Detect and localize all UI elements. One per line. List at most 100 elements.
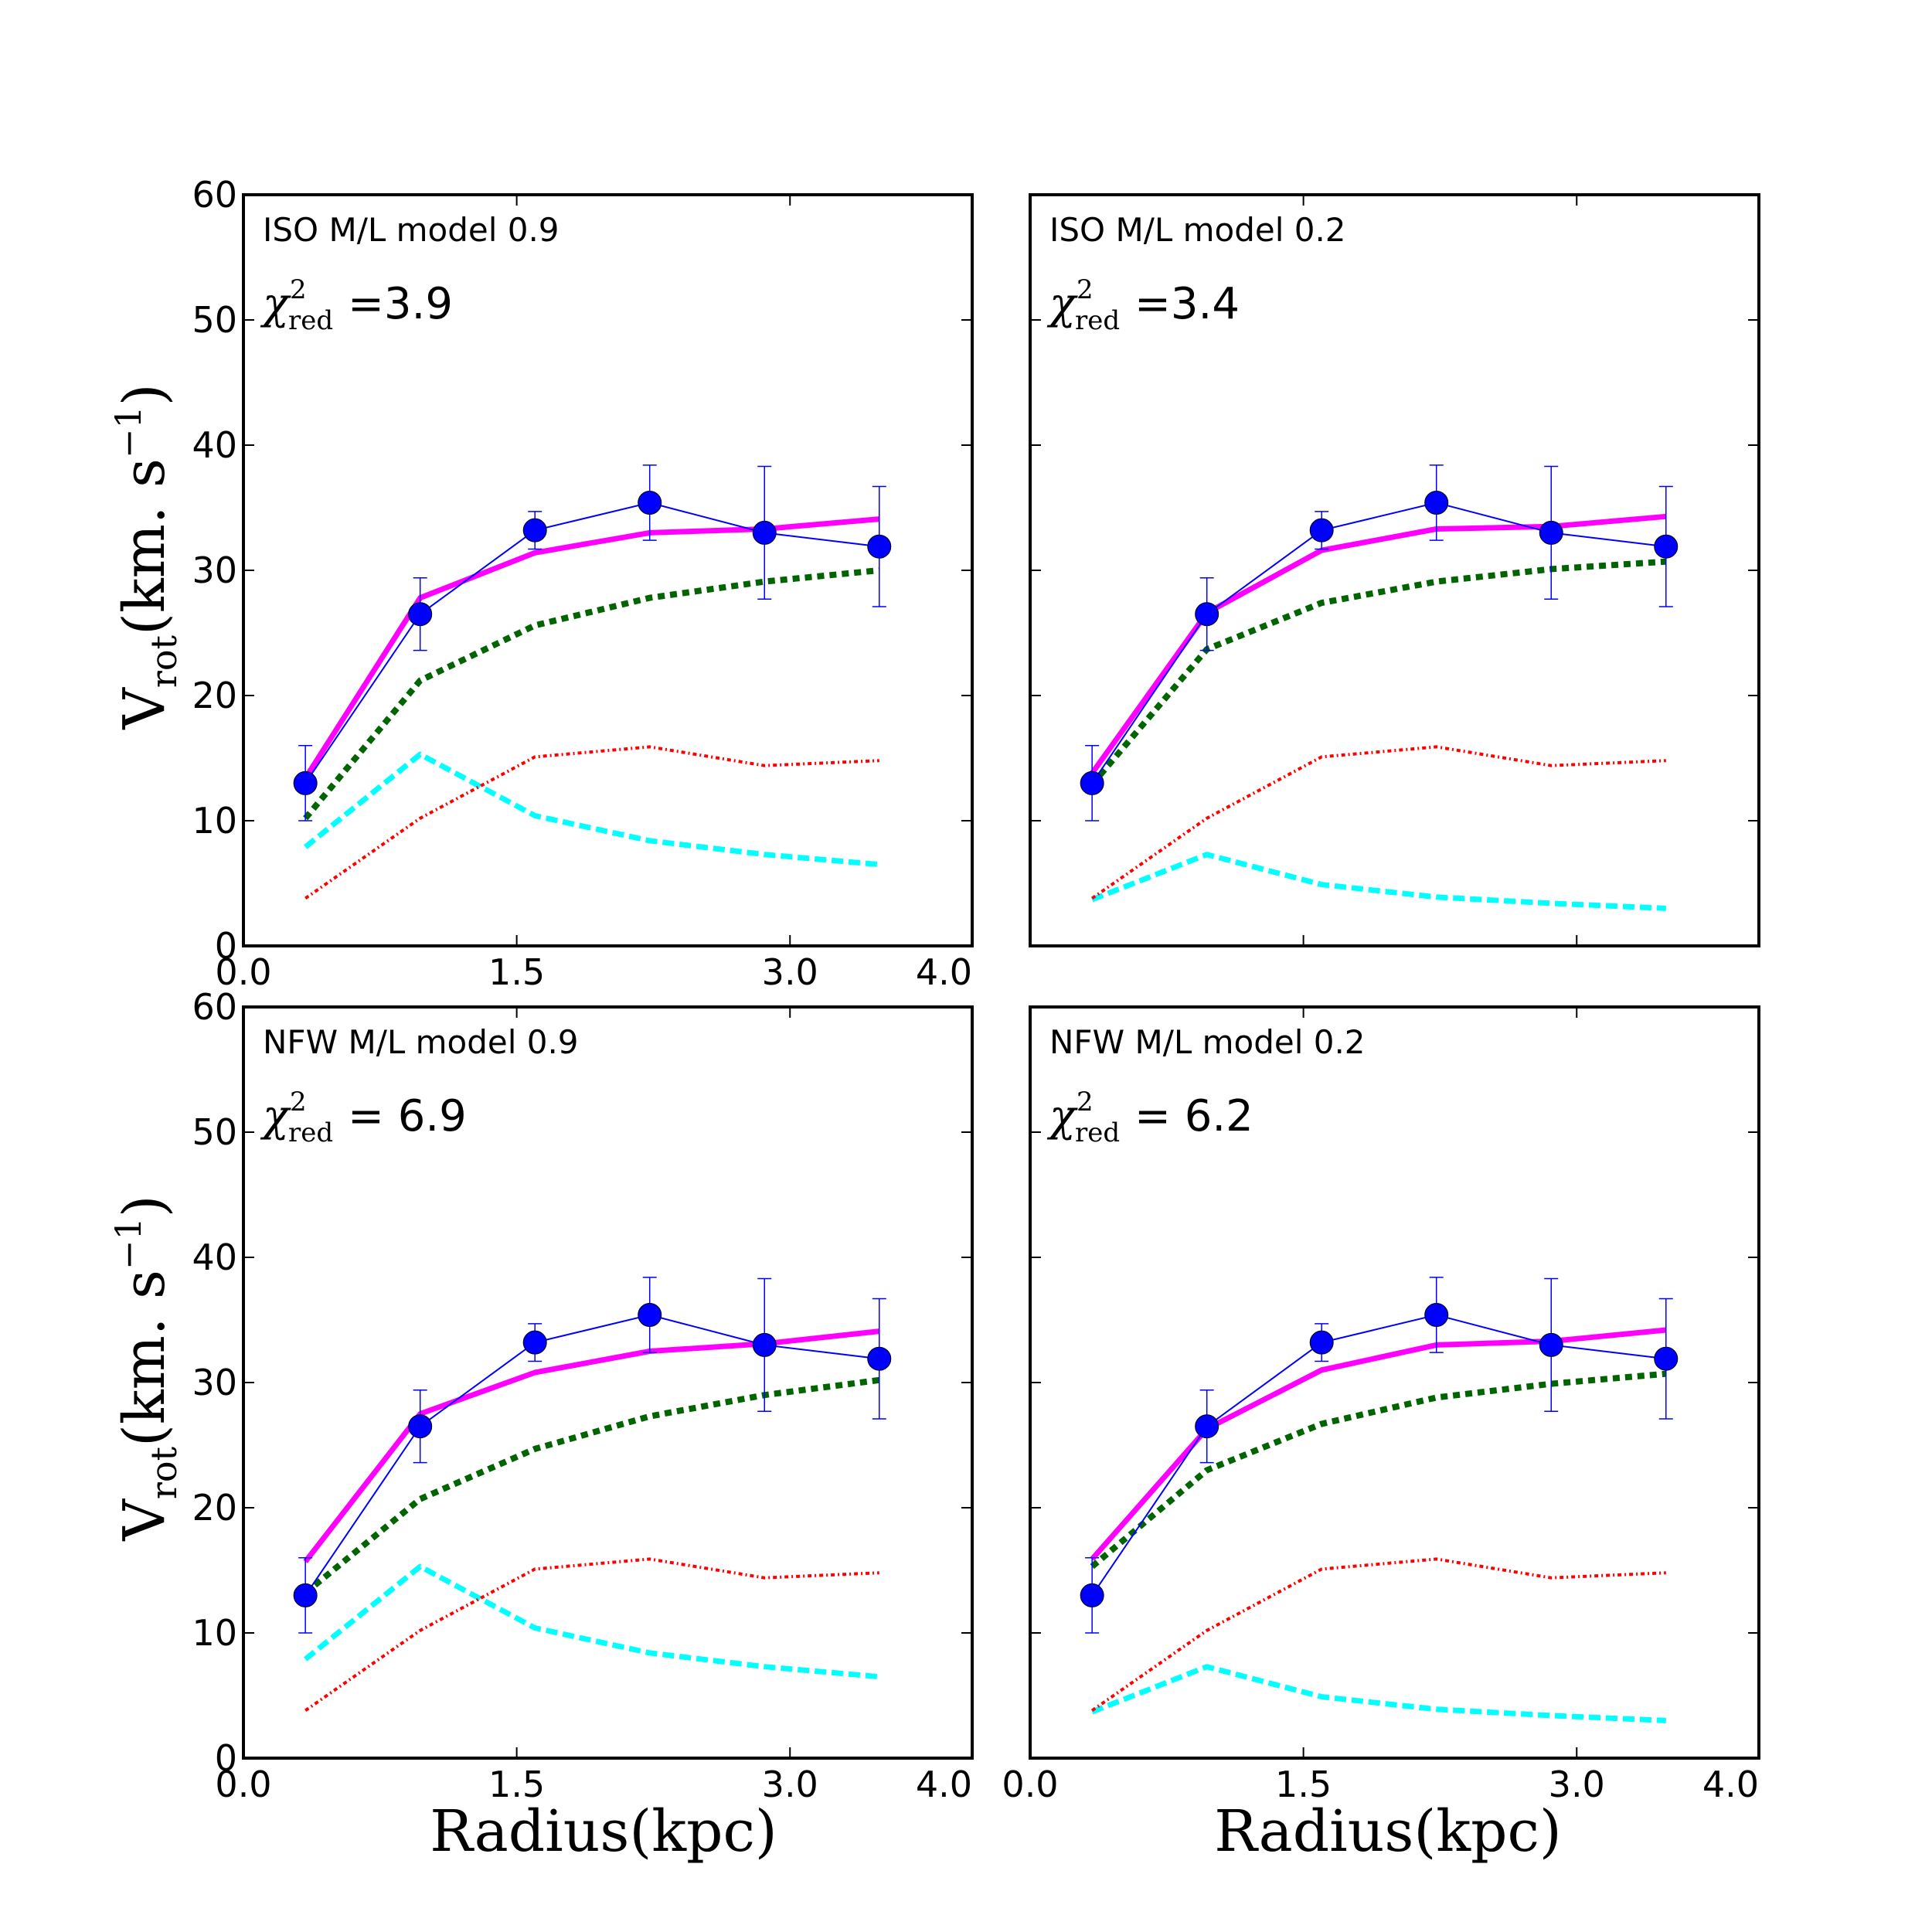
xtick-label: 0.0	[215, 1764, 271, 1805]
observed-line	[304, 502, 879, 784]
observed-line	[304, 1314, 879, 1596]
gas-curve	[1091, 745, 1666, 900]
ylabel-bottom-main: V	[111, 1498, 178, 1542]
observed-point	[1654, 1346, 1679, 1371]
xtick-label: 4.0	[916, 951, 972, 993]
xtick-label: 1.5	[488, 1764, 545, 1805]
ylabel-bottom-sup: −1	[107, 1217, 149, 1270]
panel-label: ISO M/L model 0.2	[1049, 211, 1346, 249]
xtick-label: 0.0	[1002, 1764, 1058, 1805]
xlabel-right: Radius(kpc)	[1214, 1798, 1562, 1865]
ytick-label: 40	[192, 424, 237, 466]
panel-label: NFW M/L model 0.2	[1049, 1023, 1366, 1061]
halo-curve	[1090, 1370, 1667, 1570]
ylabel-top: Vrot(km. s−1)	[107, 383, 185, 730]
observed-point	[867, 1346, 892, 1371]
chi-superscript: 2	[1077, 1087, 1094, 1117]
ytick-label: 0	[215, 925, 237, 967]
observed-point	[752, 520, 777, 545]
observed-point	[1539, 520, 1563, 545]
xtick-label: 3.0	[1549, 1764, 1605, 1805]
ylabel-bottom-sub: rot	[143, 1446, 185, 1499]
chi-value: = 6.9	[348, 1091, 467, 1141]
observed-point	[1195, 602, 1219, 627]
ytick-label: 60	[192, 174, 237, 216]
observed-point	[1424, 491, 1449, 515]
ylabel-top-units: (km. s	[111, 458, 178, 635]
ylabel-top-sup: −1	[107, 406, 149, 458]
observed-point	[1309, 518, 1334, 543]
panel-frame	[242, 193, 974, 947]
stars-curve	[304, 751, 880, 868]
observed-point	[1080, 770, 1104, 795]
observed-point	[1654, 534, 1679, 559]
observed-line	[1091, 1314, 1666, 1596]
panel-frame	[1029, 1005, 1760, 1760]
ytick-label: 30	[192, 1362, 237, 1403]
observed-line	[1091, 502, 1666, 784]
ylabel-top-sub: rot	[143, 634, 185, 688]
panel-frame	[242, 1005, 974, 1760]
ytick-label: 50	[192, 299, 237, 341]
chi-symbol: χ	[1046, 1091, 1078, 1141]
observed-point	[867, 534, 892, 559]
observed-point	[1539, 1332, 1563, 1357]
ytick-label: 20	[192, 675, 237, 716]
observed-point	[293, 1583, 318, 1607]
chi-value: =3.9	[348, 279, 453, 329]
chi-subscript: red	[288, 305, 333, 336]
panel-1: 0 10 20 30 40 50 60 0.0 1.5 3.0 4.0 ISO M/L model 0…	[192, 174, 974, 993]
model-curve	[303, 516, 880, 780]
gas-curve	[304, 1557, 879, 1713]
halo-curve	[303, 1376, 880, 1596]
ytick-label: 40	[192, 1236, 237, 1278]
chi-superscript: 2	[290, 274, 307, 305]
observed-point	[1309, 1330, 1334, 1355]
observed-point	[638, 1303, 662, 1328]
stars-curve	[304, 1563, 880, 1680]
xtick-label: 4.0	[1702, 1764, 1759, 1805]
chi-subscript: red	[1075, 1117, 1120, 1148]
ytick-label: 10	[192, 1612, 237, 1654]
chi-symbol: χ	[1046, 279, 1078, 329]
halo-curve	[303, 567, 880, 821]
gas-curve	[304, 745, 879, 900]
halo-curve	[1090, 558, 1667, 787]
observed-point	[1195, 1414, 1219, 1439]
panel-label: NFW M/L model 0.9	[263, 1023, 579, 1061]
model-curve	[1090, 1327, 1667, 1561]
ylabel-top-main: V	[111, 687, 178, 730]
xtick-label: 1.5	[1275, 1764, 1332, 1805]
ylabel-bottom: Vrot(km. s−1)	[107, 1195, 185, 1541]
xtick-label: 3.0	[762, 951, 818, 993]
xtick-label: 1.5	[488, 951, 545, 993]
ylabel-bottom-units: (km. s	[111, 1270, 178, 1447]
observed-point	[522, 518, 547, 543]
panel-label: ISO M/L model 0.9	[263, 211, 560, 249]
chi-superscript: 2	[1077, 274, 1094, 305]
model-curve	[303, 1328, 880, 1563]
xtick-label: 4.0	[916, 1764, 972, 1805]
xlabel-left: Radius(kpc)	[430, 1798, 777, 1865]
chi-symbol: χ	[260, 279, 291, 329]
panel-3: 0 10 20 30 40 50 60 0.0 1.5 3.0 4.0 NFW M/L model 0…	[192, 986, 974, 1805]
ytick-label: 0	[215, 1737, 237, 1779]
gas-curve	[1091, 1557, 1666, 1713]
ytick-label: 50	[192, 1111, 237, 1153]
model-curve	[1090, 513, 1667, 775]
observed-point	[1424, 1303, 1449, 1328]
xtick-label: 0.0	[215, 951, 271, 993]
chi-subscript: red	[1075, 305, 1120, 336]
observed-point	[1080, 1583, 1104, 1607]
observed-point	[522, 1330, 547, 1355]
observed-point	[408, 602, 433, 627]
panel-frame	[1029, 193, 1760, 947]
chi-value: =3.4	[1134, 279, 1240, 329]
